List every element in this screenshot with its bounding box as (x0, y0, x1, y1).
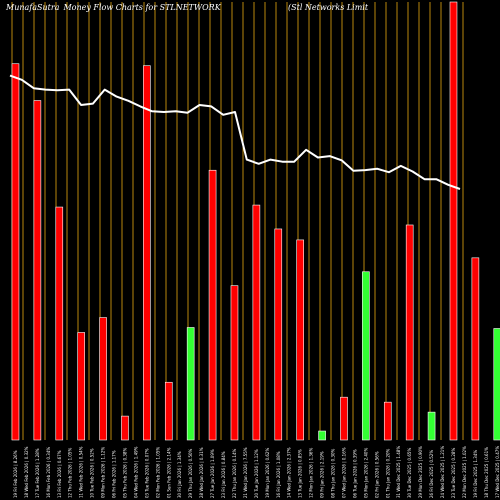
x-tick-label: 09 Fri Jan 2026 | 2.19% (320, 451, 325, 498)
x-tick-label: 27 Tue Jan 2026 | 1.09% (210, 449, 215, 498)
x-tick-label: 22 Thu Jan 2026 | 0.14% (232, 448, 237, 498)
bar-down (340, 396, 348, 441)
x-tick-label: 28 Wed Jan 2026 | 0.31% (199, 447, 204, 498)
bar-down (208, 169, 217, 441)
x-tick-label: 16 Mon Feb 2026 | 0.34% (46, 447, 51, 498)
bar-down (99, 317, 107, 441)
bar-down (471, 257, 480, 441)
price-line-group (9, 74, 461, 190)
x-tick-label: 29 Thu Jan 2026 | 0.50% (188, 448, 193, 498)
x-tick-labels: 19 Fri Feb 2026 | 8.26% 18 Wed Feb 2026 |… (13, 446, 500, 498)
bar-down (405, 224, 414, 441)
x-tick-label: 19 Fri Feb 2026 | 8.26% (13, 450, 18, 498)
x-tick-label: 01 Sun Feb 2026 | 2.14% (166, 447, 171, 498)
company-name: (Stl Networks Limit (288, 3, 369, 12)
bar-down (274, 228, 283, 441)
x-tick-label: 21 Wed Jan 2026 | 7.55% (243, 447, 248, 498)
x-tick-label: 12 Thu Feb 2026 | 1.05% (68, 448, 73, 498)
x-tick-label: 23 Fri Jan 2026 | 0.84% (221, 451, 226, 498)
x-tick-label: 12 Mon Jan 2026 | 1.36% (309, 448, 314, 498)
x-tick-label: 13 Fri Feb 2026 | 0.67% (57, 450, 62, 498)
bar-down (252, 204, 261, 441)
x-tick-label: 18 Thu Dec 2025 | 0.61% (484, 447, 489, 498)
bar-up (186, 327, 195, 441)
bar-down (77, 332, 85, 441)
price-line (9, 74, 461, 190)
bar-up (493, 328, 500, 441)
x-tick-label: 22 Mon Dec 2025 | 1.02% (462, 446, 467, 498)
bar-down (11, 63, 20, 441)
bar-down (383, 401, 392, 441)
x-tick-label: 18 Wed Feb 2026 | 0.32% (24, 446, 29, 498)
x-tick-label: 05 Thu Feb 2026 | 0.38% (122, 448, 127, 498)
chart-title-main: Money Flow Charts for STLNETWORK (62, 3, 221, 12)
x-tick-label: 09 Mon Feb 2026 | 1.12% (101, 447, 106, 498)
x-tick-label: 06 Tue Jan 2026 | 0.39% (352, 449, 357, 498)
x-tick-label: 24 Wed Dec 2025 | 1.21% (440, 446, 445, 498)
x-tick-label: 23 Tue Dec 2025 | 0.28% (451, 448, 456, 498)
bar-up (318, 430, 326, 441)
x-tick-label: 05 Mon Jan 2026 | 2.40% (363, 448, 368, 498)
x-tick-label: 10 Tue Feb 2026 | 0.52% (90, 448, 95, 498)
bar-down (55, 206, 64, 441)
x-tick-label: 02 Mon Feb 2026 | 1.05% (155, 447, 160, 498)
x-tick-label: 11 Wed Feb 2026 | 0.54% (79, 446, 84, 498)
x-tick-label: 04 Wed Feb 2026 | 1.49% (133, 446, 138, 498)
bar-down (33, 100, 42, 441)
x-tick-label: 01 Thu Jan 2026 | 0.20% (385, 448, 390, 498)
x-tick-label: 19 Fri Dec 2025 | 1.34% (473, 450, 478, 498)
x-tick-label: 08 Thu Jan 2026 | 0.30% (331, 448, 336, 498)
x-tick-label: 19 Mon Jan 2026 | 0.62% (265, 448, 270, 498)
x-tick-label: 29 Mon Dec 2025 | 0.90% (418, 446, 423, 498)
bars (11, 1, 500, 441)
bar-up (427, 411, 436, 441)
bar-down (230, 285, 239, 441)
x-tick-label: 06 Fri Feb 2026 | 1.17% (112, 450, 117, 498)
bar-down (449, 1, 458, 441)
x-tick-label: 02 Fri Jan 2026 | 0.56% (374, 451, 379, 498)
bar-down (164, 381, 173, 441)
chart-title: MunafaSutra Money Flow Charts for STLNETW… (5, 3, 222, 12)
x-tick-label: 30 Tue Dec 2025 | 0.65% (407, 448, 412, 498)
x-tick-label: 13 Tue Jan 2026 | 0.85% (298, 449, 303, 498)
bar-up (362, 271, 370, 441)
x-tick-label: 16 Fri Jan 2026 | 1.08% (276, 451, 281, 498)
brand-name: MunafaSutra (5, 3, 60, 12)
x-tick-label: 20 Tue Jan 2026 | 1.12% (254, 449, 259, 498)
x-tick-label: 14 Wed Jan 2026 | 2.37% (287, 447, 292, 498)
x-tick-label: 17 Wed Dec 2025 | 0.47% (495, 446, 500, 498)
x-tick-label: 03 Tue Feb 2026 | 0.07% (144, 448, 149, 498)
x-tick-label: 31 Wed Dec 2025 | 1.48% (396, 446, 401, 498)
bar-down (296, 239, 304, 441)
bar-down (143, 65, 151, 441)
x-tick-label: 07 Wed Jan 2026 | 0.16% (341, 447, 346, 498)
x-tick-label: 30 Fri Jan 2026 | 1.34% (177, 451, 182, 498)
x-tick-label: 17 Tue Feb 2026 | 1.28% (35, 448, 40, 498)
x-tick-label: 26 Fri Dec 2025 | 0.52% (429, 450, 434, 498)
bar-down (121, 415, 129, 441)
